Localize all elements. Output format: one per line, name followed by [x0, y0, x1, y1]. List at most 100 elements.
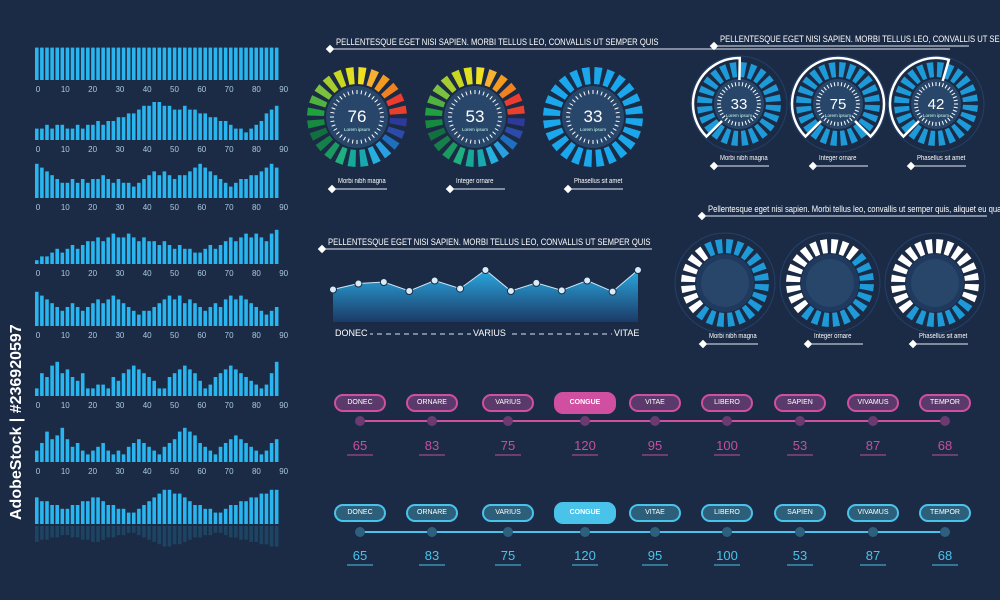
- timeline-pill-ornare[interactable]: ORNARE: [406, 394, 458, 412]
- bar-reflection: [203, 526, 208, 536]
- gauge-segment: [765, 94, 781, 103]
- x-tick-label: 30: [115, 401, 124, 410]
- ring-segment: [682, 263, 698, 275]
- timeline-pill-vitae[interactable]: VITAE: [629, 504, 681, 522]
- bar: [96, 299, 100, 326]
- bar: [116, 380, 121, 396]
- bar: [157, 245, 162, 264]
- timeline-pill-donec[interactable]: DONEC: [334, 504, 386, 522]
- x-tick-label: 10: [61, 145, 70, 154]
- dial-tick: [727, 84, 731, 89]
- dial-tick: [719, 112, 724, 116]
- timeline-pill-ornare[interactable]: ORNARE: [406, 504, 458, 522]
- timeline-pill-varius[interactable]: VARIUS: [482, 394, 534, 412]
- dial-tick: [826, 84, 830, 89]
- dial-tick: [579, 136, 582, 141]
- bar: [239, 47, 243, 80]
- bar: [65, 439, 70, 462]
- bar: [70, 128, 75, 140]
- x-tick-label: 0: [36, 401, 41, 410]
- x-axis-label: VITAE: [612, 328, 642, 338]
- bar: [116, 179, 121, 198]
- bar: [172, 299, 177, 326]
- timeline-pill-congue[interactable]: CONGUE: [554, 392, 616, 414]
- dial-tick: [368, 93, 371, 98]
- timeline-pill-tempor[interactable]: TEMPOR: [919, 504, 971, 522]
- dial-tick: [851, 89, 856, 93]
- x-tick-label: 60: [197, 467, 206, 476]
- bar: [167, 47, 172, 80]
- bar-reflection: [86, 526, 90, 540]
- dial-tick: [953, 106, 958, 109]
- bar: [162, 489, 167, 524]
- dial-tick: [855, 106, 860, 109]
- gauge-inner: [562, 86, 624, 148]
- gauge-segment: [731, 130, 739, 146]
- dial-tick: [755, 96, 760, 99]
- bar: [35, 291, 39, 326]
- gauge-segment: [796, 105, 812, 114]
- bar: [86, 307, 90, 326]
- gauge-segment: [928, 130, 936, 146]
- bar: [101, 241, 105, 264]
- bar: [111, 505, 116, 524]
- dial-tick: [610, 99, 615, 103]
- gauge-segment: [358, 67, 367, 85]
- timeline-pill-congue[interactable]: CONGUE: [554, 502, 616, 524]
- gauge-segment: [315, 135, 333, 152]
- dial-tick: [448, 111, 453, 114]
- timeline-pill-vivamus[interactable]: VIVAMUS: [847, 394, 899, 412]
- gauge-highlight: [790, 56, 886, 139]
- dial-tick: [343, 136, 346, 141]
- gauge-segment: [759, 118, 775, 132]
- timeline-pill-tempor[interactable]: TEMPOR: [919, 394, 971, 412]
- bar: [137, 439, 141, 462]
- dial-tick: [931, 121, 934, 126]
- bar: [172, 47, 177, 80]
- bar: [213, 303, 218, 326]
- timeline-pill-sapien[interactable]: SAPIEN: [774, 394, 826, 412]
- ring-segment: [846, 304, 861, 320]
- bar: [137, 182, 141, 198]
- bar: [126, 512, 131, 524]
- timeline-pill-sapien[interactable]: SAPIEN: [774, 504, 826, 522]
- watermark: AdobeStock | #236920597: [8, 324, 25, 520]
- bar: [239, 295, 243, 326]
- dial-tick: [949, 89, 954, 93]
- gauge-segment: [425, 119, 443, 129]
- timeline-pill-libero[interactable]: LIBERO: [701, 394, 753, 412]
- bar: [121, 182, 126, 198]
- bar: [152, 171, 156, 198]
- gauge-segment: [492, 74, 508, 93]
- timeline-node: [580, 416, 590, 426]
- timeline-pill-libero[interactable]: LIBERO: [701, 504, 753, 522]
- timeline-pill-vivamus[interactable]: VIVAMUS: [847, 504, 899, 522]
- dial-tick: [843, 120, 846, 125]
- gauge-segment: [375, 141, 392, 159]
- bar: [218, 446, 223, 462]
- bar: [218, 307, 223, 326]
- bar: [254, 47, 259, 80]
- gauge-segment: [916, 64, 928, 81]
- timeline-pill-vitae[interactable]: VITAE: [629, 394, 681, 412]
- ring-inner: [701, 259, 749, 307]
- dial-tick: [494, 128, 499, 131]
- bar: [177, 431, 182, 462]
- ring-segment: [944, 309, 956, 325]
- ring-segment: [821, 312, 830, 327]
- dial-tick: [374, 131, 379, 135]
- gauge-segment: [864, 94, 880, 103]
- x-tick-label: 80: [252, 145, 261, 154]
- bar: [177, 47, 182, 80]
- bar: [101, 443, 105, 462]
- bar: [269, 163, 274, 198]
- gauge-segment: [857, 75, 873, 89]
- x-tick-label: 70: [225, 203, 234, 212]
- dial-tick: [360, 139, 363, 144]
- bar: [193, 252, 197, 264]
- gauge-segment: [937, 130, 946, 146]
- timeline-pill-donec[interactable]: DONEC: [334, 394, 386, 412]
- x-tick-label: 0: [36, 85, 41, 94]
- timeline-pill-varius[interactable]: VARIUS: [482, 504, 534, 522]
